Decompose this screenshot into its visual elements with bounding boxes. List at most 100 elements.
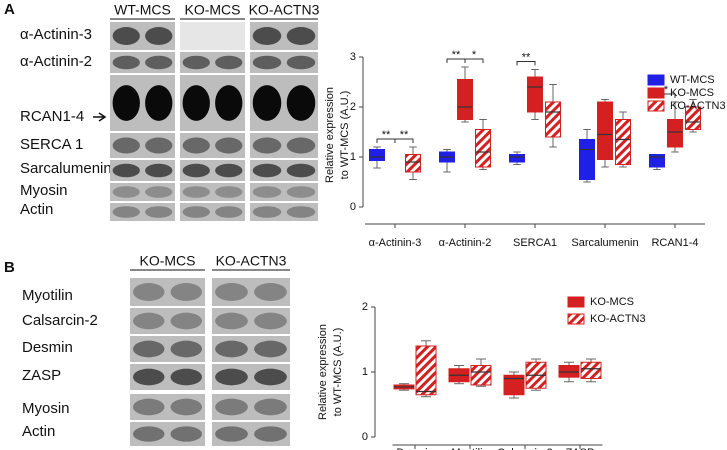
blot-strip (212, 308, 290, 334)
blot-band (112, 163, 140, 178)
y-axis-label: to WT-MCS (A.U.) (339, 91, 351, 180)
box (649, 154, 665, 168)
blot-row-label: Sarcalumenin (20, 160, 112, 177)
y-tick-label: 1 (350, 151, 356, 163)
blot-strip (250, 183, 318, 201)
blot-strip (212, 278, 290, 306)
blot-strip (130, 336, 205, 362)
blot-band (145, 27, 173, 45)
blot-row-label: Calsarcin-2 (22, 312, 98, 329)
blot-strip (130, 308, 205, 334)
blot-band (286, 85, 316, 121)
blot-strip (130, 394, 205, 420)
legend-label: KO-ACTN3 (670, 100, 726, 112)
blot-band (252, 55, 282, 70)
legend-label: KO-MCS (670, 87, 714, 99)
blot-band (182, 85, 210, 121)
box (457, 79, 473, 120)
blot-band (112, 137, 140, 154)
box (527, 76, 543, 113)
box (615, 119, 631, 165)
box (580, 361, 602, 379)
blot-band (170, 368, 202, 386)
significance-label: * (472, 49, 477, 61)
blot-strip (212, 394, 290, 420)
y-axis-label: to WT-MCS (A.U.) (332, 328, 344, 417)
blot-strip (110, 133, 175, 158)
blot-strip (180, 183, 245, 201)
y-tick-label: 0 (362, 431, 368, 443)
y-tick-label: 3 (350, 51, 356, 63)
blot-band (170, 426, 202, 442)
box (470, 365, 492, 386)
blot-band (182, 55, 210, 70)
blot-band (170, 340, 202, 358)
blot-band (286, 206, 316, 218)
blot-row-label: Actin (20, 201, 53, 218)
blot-band (170, 283, 202, 301)
group-header: KO-MCS (185, 2, 241, 18)
legend-label: WT-MCS (670, 74, 715, 86)
blot-row-label: ZASP (22, 367, 61, 384)
box (685, 106, 701, 130)
blot-row-label: SERCA 1 (20, 136, 83, 153)
blot-band (182, 163, 210, 178)
blot-strip (250, 203, 318, 221)
blot-band (252, 137, 282, 154)
legend-label: KO-MCS (590, 296, 634, 308)
box (369, 149, 385, 161)
blot-band (215, 163, 243, 178)
blot-band (133, 398, 165, 416)
x-tick-label: Sarcalumenin (571, 237, 638, 249)
y-tick-label: 1 (362, 366, 368, 378)
blot-band (145, 55, 173, 70)
blot-band (133, 312, 165, 330)
blot-band (112, 55, 140, 70)
blot-band (252, 85, 282, 121)
blot-band (170, 398, 202, 416)
blot-band (286, 137, 316, 154)
blot-band (182, 206, 210, 218)
arrow (93, 112, 107, 122)
x-tick-label: SERCA1 (513, 237, 557, 249)
blot-row-label: α-Actinin-3 (20, 26, 92, 43)
blot-band (254, 398, 287, 416)
legend-label: KO-ACTN3 (590, 313, 646, 325)
blot-band (252, 163, 282, 178)
blot-band (215, 368, 248, 386)
blot-strip (212, 422, 290, 446)
box (503, 374, 525, 396)
y-axis-label: Relative expression (317, 324, 329, 420)
box (558, 365, 580, 378)
y-tick-label: 2 (362, 301, 368, 313)
panel-label: A (4, 1, 15, 18)
significance-bracket (516, 61, 536, 66)
significance-label: ** (400, 129, 409, 141)
x-tick-label: RCAN1-4 (651, 237, 698, 249)
box (405, 154, 421, 173)
blot-row-label: Actin (22, 423, 55, 440)
x-tick-label: Calsarcin-2 (497, 447, 553, 450)
blot-band (112, 186, 140, 198)
blot-band (254, 368, 287, 386)
blot-band (286, 27, 316, 45)
x-tick-label: Myotilin (451, 447, 488, 450)
blot-strip (250, 133, 318, 158)
blot-strip (180, 133, 245, 158)
blot-band (215, 137, 243, 154)
significance-label: ** (382, 129, 391, 141)
blot-band (286, 186, 316, 198)
x-tick-label: α-Actinin-2 (439, 237, 492, 249)
blot-band (286, 163, 316, 178)
blot-band (133, 368, 165, 386)
blot-band (133, 283, 165, 301)
legend-swatch (647, 74, 665, 86)
blot-band (215, 85, 243, 121)
blot-band (215, 340, 248, 358)
box (415, 345, 437, 396)
panel-label: B (4, 259, 15, 276)
group-header: KO-MCS (140, 253, 196, 269)
blot-band (182, 186, 210, 198)
blot-band (145, 206, 173, 218)
blot-band (254, 312, 287, 330)
